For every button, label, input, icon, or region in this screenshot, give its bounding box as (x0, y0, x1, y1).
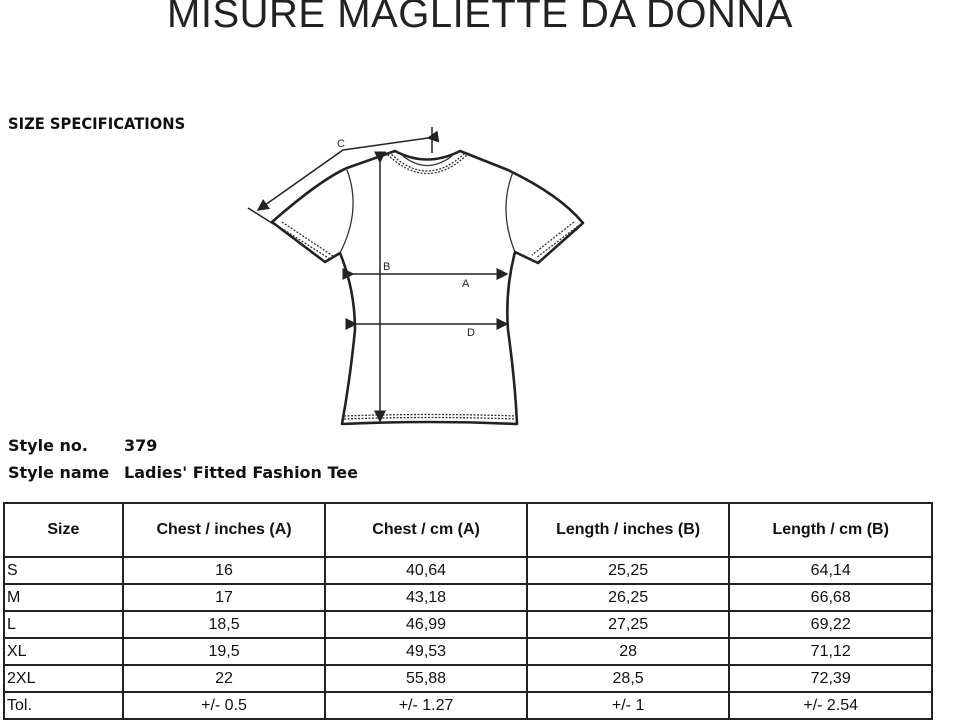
value-cell: 18,5 (121, 610, 327, 639)
size-cell: XL (3, 637, 124, 666)
page-title: MISURE MAGLIETTE DA DONNA (167, 0, 793, 36)
value-cell: 49,53 (324, 637, 528, 666)
value-cell: +/- 2.54 (728, 691, 933, 720)
value-cell: 43,18 (324, 583, 528, 612)
tshirt-outline (270, 149, 585, 426)
measure-c-tick-left (247, 207, 276, 226)
size-cell: L (3, 610, 124, 639)
label-d: D (467, 327, 475, 339)
size-cell: M (3, 583, 124, 612)
value-cell: +/- 0.5 (121, 691, 327, 720)
table-row: XL 19,5 49,53 28 71,12 (3, 637, 933, 666)
value-cell: 19,5 (121, 637, 327, 666)
style-no-label: Style no. (8, 436, 88, 455)
size-cell: 2XL (3, 664, 124, 693)
header-chest-inches: Chest / inches (A) (121, 502, 327, 558)
table-row: L 18,5 46,99 27,25 69,22 (3, 610, 933, 639)
table-row: 2XL 22 55,88 28,5 72,39 (3, 664, 933, 693)
size-table: Size Chest / inches (A) Chest / cm (A) L… (3, 502, 933, 720)
table-row: M 17 43,18 26,25 66,68 (3, 583, 933, 612)
size-cell: Tol. (3, 691, 124, 720)
value-cell: 40,64 (324, 556, 528, 585)
value-cell: 64,14 (728, 556, 933, 585)
value-cell: 16 (121, 556, 327, 585)
style-name-value: Ladies' Fitted Fashion Tee (124, 463, 358, 482)
style-no-value: 379 (124, 436, 158, 455)
value-cell: 22 (121, 664, 327, 693)
value-cell: 17 (121, 583, 327, 612)
value-cell: 66,68 (728, 583, 933, 612)
table-row: Tol. +/- 0.5 +/- 1.27 +/- 1 +/- 2.54 (3, 691, 933, 720)
value-cell: 28 (525, 637, 731, 666)
size-cell: S (3, 556, 124, 585)
value-cell: 27,25 (525, 610, 731, 639)
value-cell: 69,22 (728, 610, 933, 639)
measure-c-arrow (256, 130, 440, 211)
table-header-row: Size Chest / inches (A) Chest / cm (A) L… (3, 502, 933, 558)
value-cell: 71,12 (728, 637, 933, 666)
value-cell: +/- 1 (525, 691, 731, 720)
label-c: C (337, 138, 345, 150)
value-cell: 46,99 (324, 610, 528, 639)
value-cell: 72,39 (728, 664, 933, 693)
label-b: B (383, 261, 390, 273)
label-a: A (462, 278, 470, 290)
header-size: Size (3, 502, 124, 558)
section-heading: SIZE SPECIFICATIONS (8, 114, 186, 133)
style-name-label: Style name (8, 463, 110, 482)
header-length-cm: Length / cm (B) (728, 502, 933, 558)
value-cell: +/- 1.27 (324, 691, 528, 720)
value-cell: 26,25 (525, 583, 731, 612)
value-cell: 28,5 (525, 664, 731, 693)
table-row: S 16 40,64 25,25 64,14 (3, 556, 933, 585)
header-length-inches: Length / inches (B) (525, 502, 731, 558)
header-chest-cm: Chest / cm (A) (324, 502, 528, 558)
tshirt-diagram: C B A D (247, 127, 585, 426)
value-cell: 25,25 (525, 556, 731, 585)
value-cell: 55,88 (324, 664, 528, 693)
